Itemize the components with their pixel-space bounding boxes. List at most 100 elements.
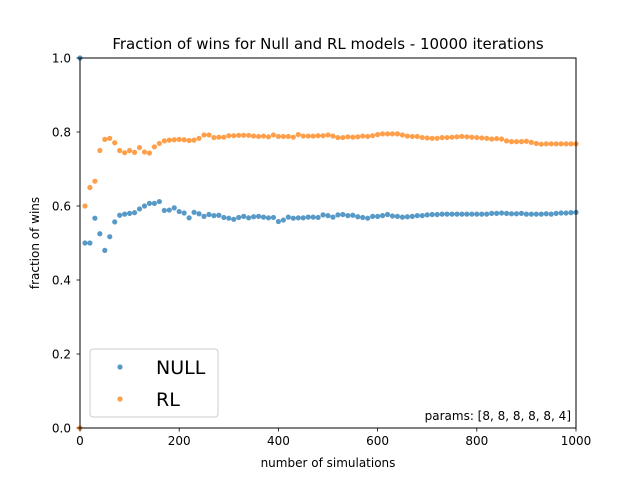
point-null [508, 211, 515, 217]
point-rl [275, 133, 281, 140]
point-rl [345, 134, 351, 140]
point-rl [82, 203, 88, 209]
point-null [122, 211, 128, 217]
point-null [310, 214, 316, 220]
point-null [444, 211, 450, 217]
point-rl [270, 132, 277, 138]
point-rl [146, 150, 153, 156]
point-rl [260, 133, 267, 139]
legend-label-null: NULL [156, 357, 206, 379]
y-tick-label: 0.8 [52, 125, 71, 139]
point-rl [543, 141, 549, 147]
point-null [146, 200, 153, 207]
point-null [300, 215, 306, 221]
point-rl [310, 133, 316, 139]
point-null [211, 213, 217, 219]
point-rl [97, 147, 103, 154]
y-axis-label: fraction of wins [28, 197, 42, 289]
point-null [221, 214, 227, 221]
point-null [563, 210, 569, 216]
point-null [171, 205, 177, 211]
point-rl [151, 144, 157, 150]
point-null [518, 210, 525, 216]
point-rl [538, 141, 544, 147]
point-null [270, 214, 277, 221]
point-null [226, 215, 232, 221]
point-rl [211, 134, 217, 141]
y-tick-label: 0.6 [52, 199, 71, 213]
x-tick-label: 1000 [561, 434, 592, 448]
point-null [216, 212, 222, 218]
point-null [404, 214, 410, 220]
point-rl [315, 133, 321, 139]
point-null [494, 210, 500, 216]
y-axis-ticks: 0.0 0.2 0.4 0.6 0.8 1.0 [52, 51, 80, 435]
point-null [375, 213, 381, 219]
x-tick-label: 800 [465, 434, 488, 448]
point-null [255, 213, 262, 219]
point-null [503, 210, 510, 216]
point-null [370, 213, 376, 219]
point-rl [434, 135, 440, 141]
point-null [350, 212, 356, 218]
point-null [419, 213, 425, 219]
point-rl [122, 150, 128, 156]
point-null [236, 214, 242, 221]
point-rl [548, 141, 554, 147]
point-rl [226, 133, 232, 139]
point-rl [513, 139, 520, 145]
point-rl [394, 131, 401, 137]
point-null [107, 234, 113, 240]
x-tick-label: 0 [76, 434, 84, 448]
x-tick-label: 400 [267, 434, 290, 448]
point-rl [112, 140, 118, 146]
point-null [439, 211, 445, 217]
point-null [330, 214, 336, 220]
point-null [459, 211, 465, 217]
point-null [141, 203, 148, 209]
point-null [394, 213, 401, 219]
point-null [355, 214, 361, 220]
point-rl [419, 134, 425, 141]
point-null [305, 214, 311, 220]
point-null [156, 198, 162, 205]
point-rl [335, 134, 341, 141]
point-null [201, 213, 207, 219]
point-null [434, 211, 440, 218]
point-null [186, 215, 192, 221]
point-null [166, 207, 172, 213]
point-rl [136, 144, 143, 151]
point-rl [533, 140, 539, 147]
point-rl [439, 134, 445, 141]
point-rl [503, 138, 510, 144]
point-rl [484, 135, 490, 141]
point-rl [379, 131, 386, 137]
point-rl [92, 178, 98, 184]
point-rl [176, 136, 182, 142]
point-null [384, 211, 391, 218]
point-rl [449, 134, 455, 140]
point-rl [523, 138, 530, 144]
point-null [92, 215, 98, 221]
point-rl [196, 135, 202, 141]
point-rl [127, 147, 133, 154]
x-axis-label: number of simulations [261, 456, 396, 470]
point-null [260, 214, 267, 220]
point-rl [107, 135, 113, 141]
point-rl [300, 133, 306, 139]
legend-marker-rl [117, 396, 123, 402]
point-rl [370, 133, 376, 139]
y-tick-label: 0.2 [52, 347, 71, 361]
point-null [454, 211, 460, 217]
point-rl [131, 149, 138, 155]
point-null [285, 214, 291, 220]
point-rl [528, 139, 534, 145]
point-null [136, 206, 143, 212]
point-rl [389, 131, 396, 137]
point-rl [201, 132, 207, 138]
point-rl [295, 131, 301, 138]
y-tick-label: 1.0 [52, 51, 71, 65]
point-rl [444, 134, 450, 141]
point-null [528, 211, 534, 217]
point-rl [330, 133, 336, 139]
